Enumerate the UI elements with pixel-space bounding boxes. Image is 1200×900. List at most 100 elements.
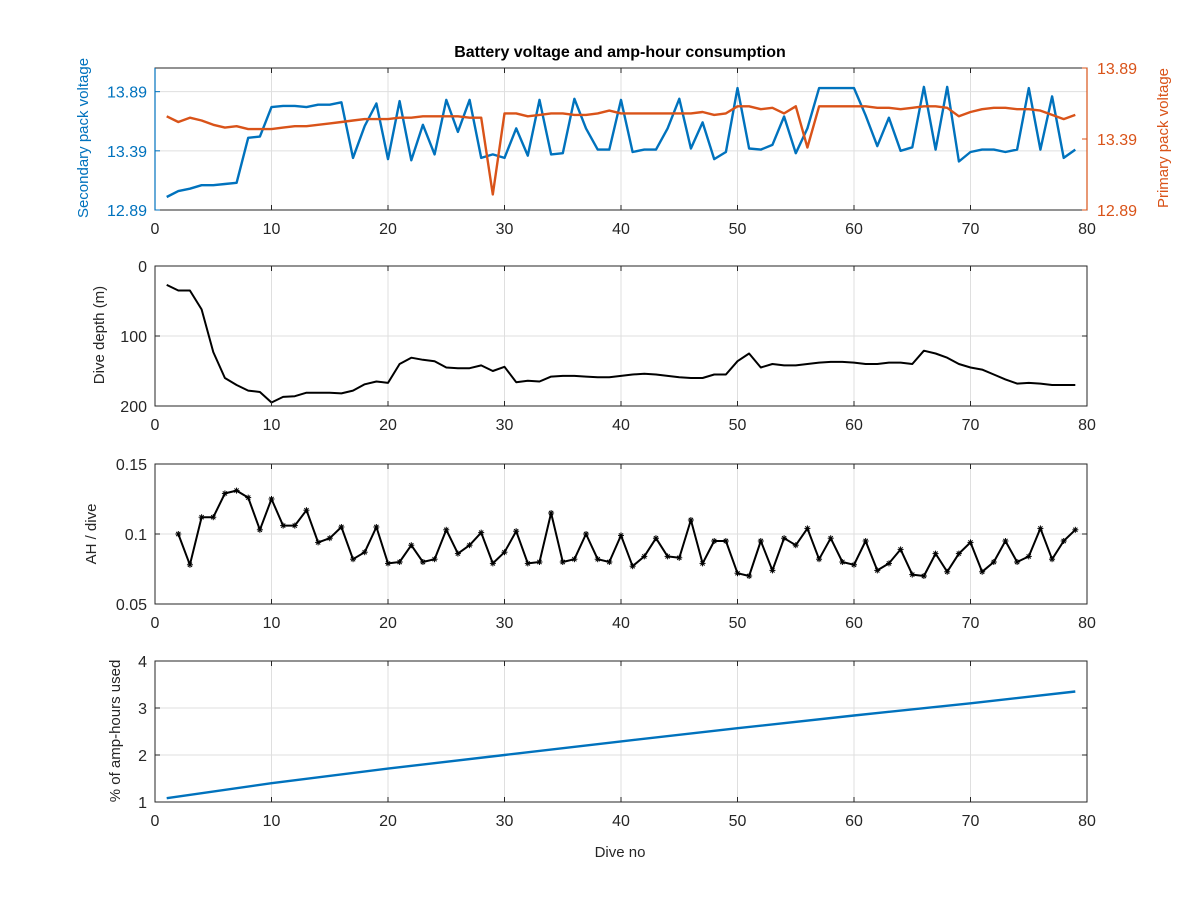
ah-per-dive-data-point [396,559,403,565]
depth-x-tick-label: 60 [845,417,863,434]
ah-per-dive-data-point [454,550,461,557]
ah-per-dive-x-tick-label: 20 [379,615,397,632]
voltage-x-tick-label: 20 [379,221,397,238]
amp-hours-used-y-axis-label: % of amp-hours used [107,660,124,803]
ah-per-dive-data-point [676,554,683,561]
ah-per-dive-y-tick-label: 0.15 [116,457,147,474]
voltage-x-tick-label: 30 [496,221,514,238]
amp-hours-used-x-tick-label: 50 [729,813,747,830]
ah-per-dive-data-point [711,538,718,544]
depth-x-tick-label: 10 [263,417,281,434]
ah-per-dive-data-point [781,535,788,542]
voltage-x-tick-label: 70 [962,221,980,238]
depth-x-tick-label: 40 [612,417,630,434]
ah-per-dive-data-point [944,568,951,575]
ah-per-dive-data-point [652,535,659,542]
ah-per-dive-data-point [315,539,322,546]
ah-per-dive-data-point [583,531,590,537]
depth-x-tick-label: 70 [962,417,980,434]
ah-per-dive-x-tick-label: 30 [496,615,514,632]
ah-per-dive-data-point [431,556,438,563]
depth-y-axis-label: Dive depth (m) [91,286,108,384]
ah-per-dive-data-point [699,560,706,567]
voltage-x-tick-label: 40 [612,221,630,238]
voltage-series-line-0 [166,85,1076,199]
amp-hours-used-x-tick-label: 10 [263,813,281,830]
ah-per-dive-x-tick-label: 80 [1078,615,1096,632]
ah-per-dive-x-tick-label: 10 [263,615,281,632]
depth-y-tick-label: 100 [120,329,147,346]
ah-per-dive-x-tick-label: 0 [151,615,160,632]
amp-hours-used-x-tick-label: 20 [379,813,397,830]
ah-per-dive-data-point [478,529,485,536]
ah-per-dive-data-point [186,561,193,568]
ah-per-dive-data-point [664,553,671,560]
ah-per-dive-data-point [1072,526,1079,533]
ah-per-dive-data-point [326,535,333,542]
amp-hours-used-y-tick-label: 1 [138,795,147,812]
ah-per-dive-data-point [955,550,962,557]
ah-per-dive-data-point [967,539,974,546]
ah-per-dive-data-point [862,538,869,544]
voltage-series-line-1 [166,105,1076,196]
voltage-right-y-tick-label: 12.89 [1097,203,1137,220]
ah-per-dive-data-point [221,490,228,497]
depth-x-tick-label: 20 [379,417,397,434]
ah-per-dive-data-point [256,526,263,533]
ah-per-dive-data-point [734,570,741,577]
ah-per-dive-data-point [1002,538,1009,544]
ah-per-dive-data-point [524,560,531,567]
amp-hours-used-y-tick-label: 2 [138,748,147,765]
voltage-right-y-tick-label: 13.89 [1097,61,1137,78]
ah-per-dive-data-point [827,535,834,542]
ah-per-dive-data-point [618,532,624,539]
voltage-x-tick-label: 50 [729,221,747,238]
ah-per-dive-data-point [280,522,287,529]
voltage-y-tick-label: 13.39 [107,144,147,161]
ah-per-dive-data-point [1014,559,1021,565]
voltage-x-tick-label: 80 [1078,221,1096,238]
depth-y-tick-label: 0 [138,259,147,276]
ah-per-dive-data-point [897,546,904,553]
ah-per-dive-data-point [885,560,892,567]
ah-per-dive-x-tick-label: 50 [729,615,747,632]
amp-hours-used-x-tick-label: 40 [612,813,630,830]
ah-per-dive-data-point [373,524,380,530]
ah-per-dive-data-point [233,487,240,494]
ah-per-dive-data-point [385,560,391,567]
amp-hours-used-x-tick-label: 0 [151,813,160,830]
ah-per-dive-data-point [1060,538,1067,544]
ah-per-dive-data-point [466,542,473,549]
ah-per-dive-data-point [408,542,415,549]
ah-per-dive-data-point [1049,556,1056,563]
voltage-y-tick-label: 12.89 [107,203,147,220]
amp-hours-used-y-tick-label: 4 [138,654,147,671]
ah-per-dive-data-point [175,531,182,537]
ah-per-dive-data-point [350,556,357,563]
voltage-x-tick-label: 10 [263,221,281,238]
ah-per-dive-data-point [489,560,496,567]
ah-per-dive-y-tick-label: 0.1 [125,527,147,544]
ah-per-dive-data-point [419,559,426,565]
voltage-x-tick-label: 60 [845,221,863,238]
amp-hours-used-x-tick-label: 80 [1078,813,1096,830]
voltage-right-y-tick-label: 13.39 [1097,132,1137,149]
ah-per-dive-data-point [594,556,601,563]
ah-per-dive-data-point [757,538,764,544]
ah-per-dive-data-point [629,563,636,570]
depth-y-tick-label: 200 [120,399,147,416]
ah-per-dive-data-point [1025,553,1032,560]
ah-per-dive-data-point [909,571,916,578]
ah-per-dive-data-point [874,567,881,574]
ah-per-dive-data-point [338,524,345,530]
voltage-y-axis-label: Secondary pack voltage [75,58,92,218]
ah-per-dive-data-point [245,494,252,501]
ah-per-dive-data-point [536,559,543,565]
ah-per-dive-x-tick-label: 60 [845,615,863,632]
voltage-y-tick-label: 13.89 [107,85,147,102]
ah-per-dive-x-tick-label: 40 [612,615,630,632]
depth-x-tick-label: 50 [729,417,747,434]
ah-per-dive-data-point [816,556,823,563]
ah-per-dive-data-point [722,538,729,544]
